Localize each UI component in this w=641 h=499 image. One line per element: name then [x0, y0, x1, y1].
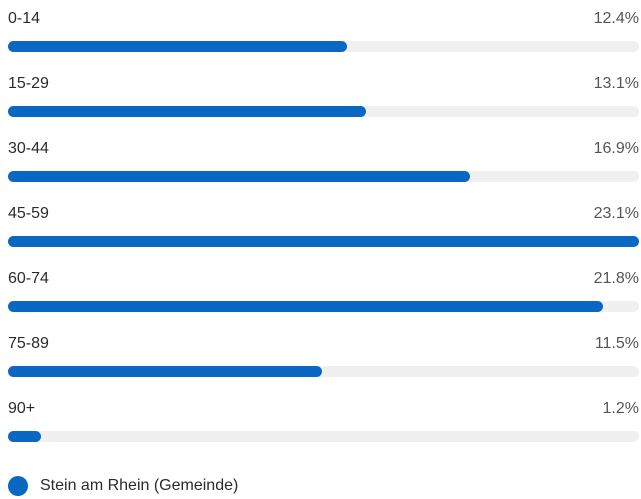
category-label: 75-89 [8, 335, 49, 352]
bar-row: 45-59 23.1% [8, 195, 639, 260]
bar-row: 75-89 11.5% [8, 325, 639, 390]
bar-track [8, 301, 639, 312]
value-label: 11.5% [594, 335, 639, 352]
bar-track [8, 236, 639, 247]
value-label: 16.9% [593, 140, 639, 157]
category-label: 30-44 [8, 140, 49, 157]
bar-row: 0-14 12.4% [8, 0, 639, 65]
chart-legend: Stein am Rhein (Gemeinde) [8, 474, 238, 498]
bar-track [8, 41, 639, 52]
category-label: 45-59 [8, 205, 49, 222]
bar [8, 106, 366, 117]
bar-track [8, 366, 639, 377]
bar [8, 41, 347, 52]
category-label: 0-14 [8, 10, 41, 27]
bar-row: 15-29 13.1% [8, 65, 639, 130]
bar [8, 236, 639, 247]
age-distribution-chart: 0-14 12.4% 15-29 13.1% 30-44 16.9% 45-59 23.1% 6… [8, 0, 639, 455]
category-label: 15-29 [8, 75, 49, 92]
legend-swatch [8, 476, 28, 496]
value-label: 13.1% [593, 75, 639, 92]
bar-row: 30-44 16.9% [8, 130, 639, 195]
value-label: 23.1% [593, 205, 639, 222]
bar-row: 60-74 21.8% [8, 260, 639, 325]
bar [8, 366, 323, 377]
bar-track [8, 106, 639, 117]
bar [8, 431, 41, 442]
bar-row: 90+ 1.2% [8, 390, 639, 455]
value-label: 1.2% [602, 400, 639, 417]
bar [8, 301, 604, 312]
category-label: 60-74 [8, 270, 49, 287]
bar [8, 171, 470, 182]
bar-track [8, 431, 639, 442]
bar-track [8, 171, 639, 182]
legend-label: Stein am Rhein (Gemeinde) [40, 477, 239, 494]
value-label: 21.8% [593, 270, 639, 287]
category-label: 90+ [8, 400, 36, 417]
value-label: 12.4% [593, 10, 639, 27]
